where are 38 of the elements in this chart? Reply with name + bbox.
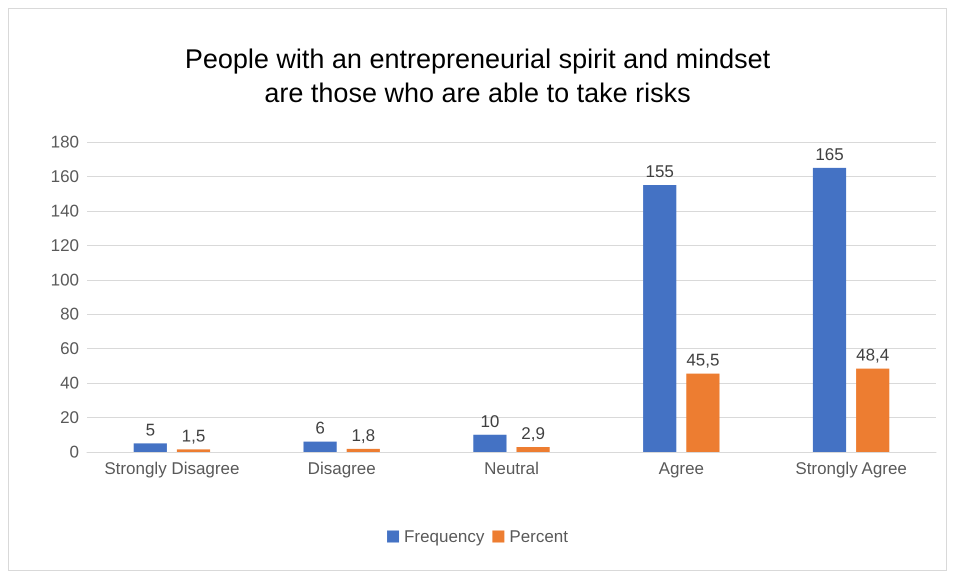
y-tick-label: 180: [50, 132, 79, 152]
bar: [346, 448, 380, 452]
data-label: 1,8: [351, 426, 376, 445]
y-tick-label: 160: [50, 166, 79, 186]
legend-label: Percent: [509, 527, 568, 546]
data-label: 45,5: [686, 350, 720, 370]
data-label: 155: [646, 162, 674, 182]
y-tick-label: 80: [60, 304, 79, 324]
bar: [643, 185, 676, 452]
data-label: 2,9: [521, 424, 545, 444]
data-label: 1,5: [182, 426, 206, 446]
bar: [686, 374, 720, 452]
x-tick-label: Disagree: [308, 459, 376, 478]
bar: [176, 449, 210, 452]
bar: [134, 443, 167, 452]
bar: [812, 168, 846, 452]
y-tick-label: 60: [60, 339, 79, 358]
x-tick-label: Strongly Disagree: [104, 459, 240, 478]
bar: [473, 434, 507, 452]
y-tick-label: 100: [50, 270, 79, 290]
y-tick-label: 120: [50, 236, 79, 255]
chart-title: People with an entrepreneurial spirit and mindset are those who are able to take risks: [184, 44, 771, 108]
bar: [856, 368, 890, 452]
data-label: 165: [815, 144, 844, 164]
x-tick-label: Agree: [658, 459, 704, 478]
y-tick-label: 140: [50, 201, 79, 220]
data-label: 5: [146, 420, 156, 440]
x-tick-label: Strongly Agree: [795, 459, 907, 478]
y-tick-label: 0: [70, 442, 79, 462]
y-tick-label: 40: [60, 374, 79, 393]
bar: [516, 447, 550, 452]
data-label: 48,4: [856, 346, 890, 365]
bar: [303, 442, 337, 452]
data-label: 6: [315, 418, 325, 438]
legend-label: Frequency: [404, 527, 485, 546]
data-label: 10: [480, 412, 500, 431]
x-tick-label: Neutral: [484, 459, 539, 478]
y-tick-label: 20: [60, 408, 79, 428]
